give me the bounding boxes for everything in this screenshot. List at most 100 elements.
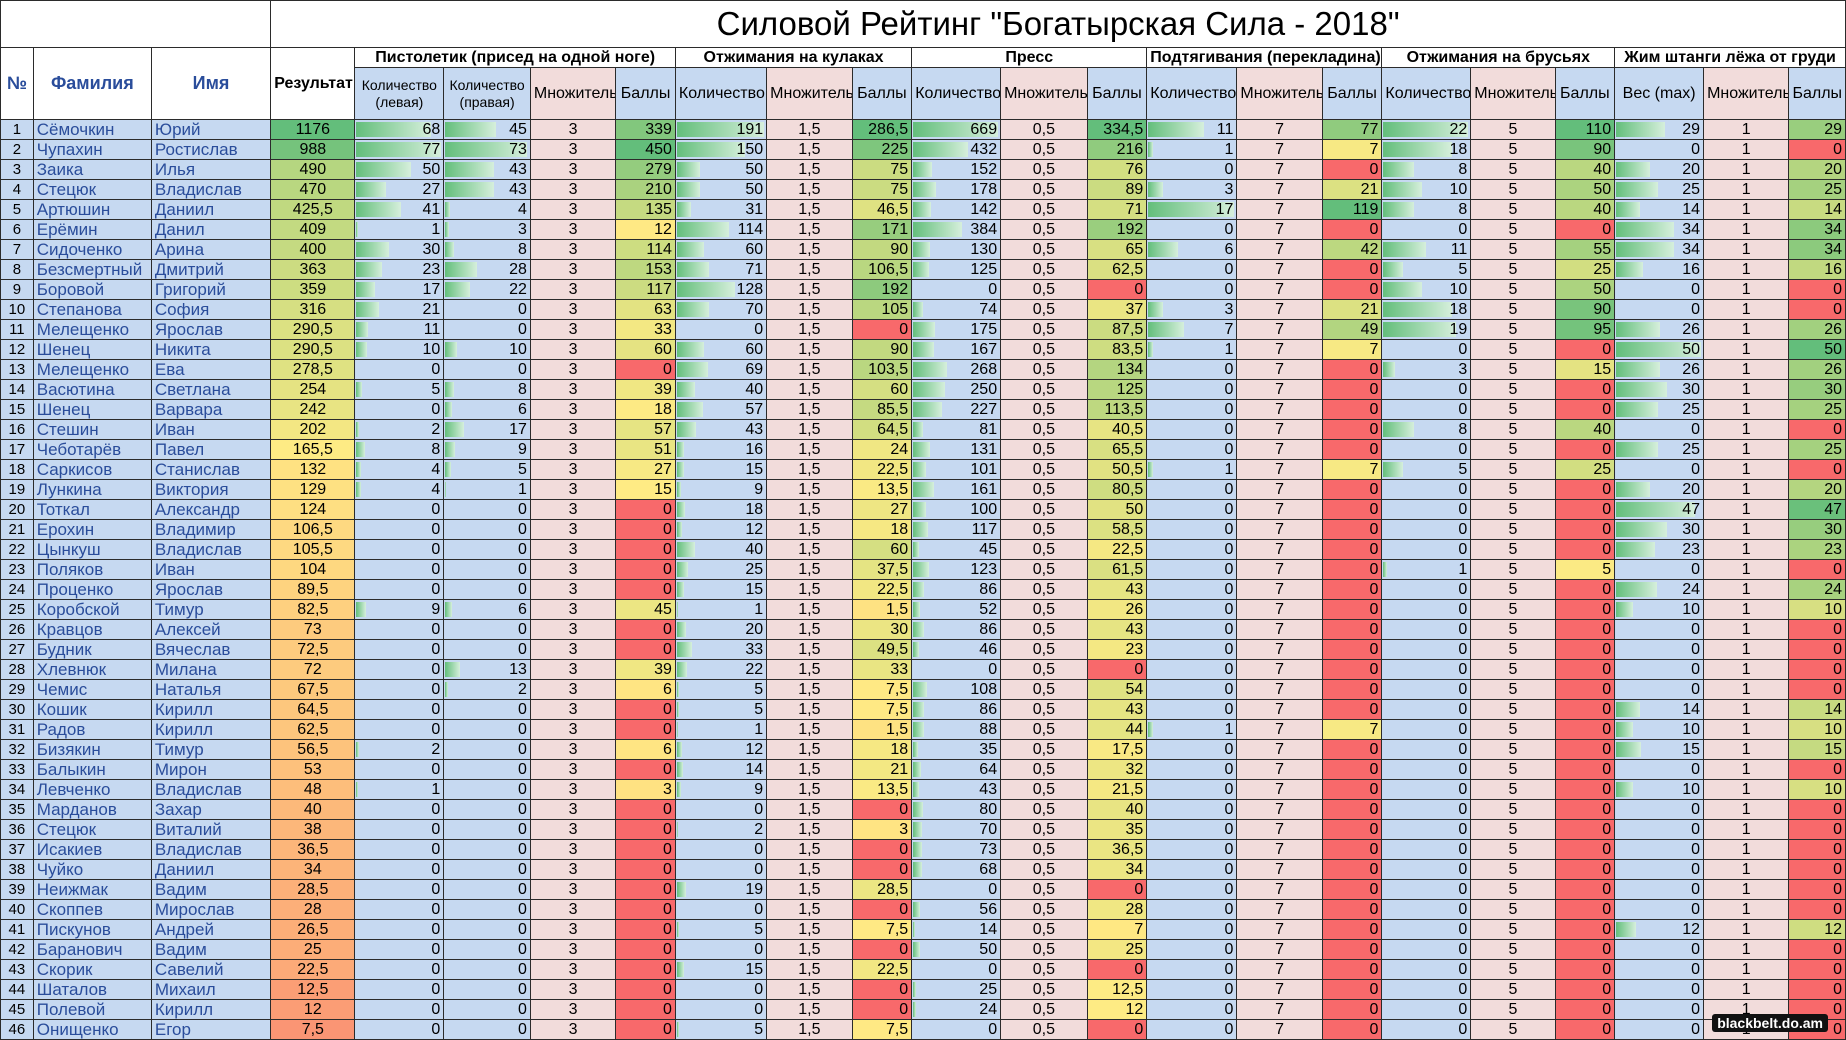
pullups-points: 7 — [1322, 720, 1382, 740]
cell-value: 40 — [745, 381, 766, 398]
cell-value: 0 — [518, 821, 530, 838]
dips-qty: 0 — [1382, 340, 1471, 360]
abs-multiplier: 0,5 — [1001, 500, 1088, 520]
pistol-points: 0 — [616, 720, 676, 740]
pistol-left-qty: 0 — [355, 880, 444, 900]
dips-multiplier: 5 — [1471, 880, 1555, 900]
dips-points: 40 — [1555, 200, 1615, 220]
pistol-multiplier: 3 — [530, 220, 615, 240]
dips-qty: 0 — [1382, 500, 1471, 520]
cell-value: 14 — [1682, 201, 1703, 218]
fist-pushups-multiplier: 1,5 — [767, 360, 852, 380]
fist-pushups-points: 30 — [852, 620, 912, 640]
data-bar — [1383, 262, 1402, 277]
cell-value: 18 — [1450, 301, 1471, 318]
data-bar — [913, 522, 928, 537]
pistol-right-qty: 22 — [444, 280, 531, 300]
pullups-qty: 0 — [1147, 520, 1237, 540]
data-bar — [1383, 462, 1402, 477]
fist-pushups-points: 24 — [852, 440, 912, 460]
pullups-multiplier: 7 — [1237, 1000, 1322, 1020]
data-bar — [913, 702, 924, 717]
dips-multiplier: 5 — [1471, 140, 1555, 160]
firstname-cell: Вадим — [151, 880, 270, 900]
pistol-points: 27 — [616, 460, 676, 480]
data-bar — [913, 742, 917, 757]
data-bar — [913, 182, 935, 197]
cell-value: 15 — [745, 581, 766, 598]
dips-points: 5 — [1555, 560, 1615, 580]
data-bar — [677, 702, 679, 717]
pistol-right-qty: 2 — [444, 680, 531, 700]
pistol-multiplier: 3 — [530, 500, 615, 520]
row-number: 42 — [1, 940, 34, 960]
cell-value: 0 — [1691, 301, 1703, 318]
fist-pushups-multiplier: 1,5 — [767, 760, 852, 780]
pistol-points: 12 — [616, 220, 676, 240]
cell-value: 60 — [745, 341, 766, 358]
pullups-multiplier: 7 — [1237, 900, 1322, 920]
cell-value: 25 — [745, 561, 766, 578]
bench-points: 50 — [1789, 340, 1846, 360]
dips-qty: 0 — [1382, 780, 1471, 800]
cell-value: 0 — [431, 401, 443, 418]
cell-value: 0 — [1224, 901, 1236, 918]
bench-weight: 0 — [1615, 280, 1704, 300]
dips-points: 0 — [1555, 580, 1615, 600]
pistol-left-qty: 0 — [355, 940, 444, 960]
bench-points: 0 — [1789, 620, 1846, 640]
result-cell: 82,5 — [271, 600, 355, 620]
cell-value: 0 — [1224, 801, 1236, 818]
cell-value: 0 — [1458, 961, 1470, 978]
cell-value: 2 — [431, 421, 443, 438]
dips-multiplier: 5 — [1471, 1020, 1555, 1040]
data-bar — [677, 782, 681, 797]
fist-pushups-qty: 1 — [675, 600, 766, 620]
cell-value: 43 — [509, 181, 530, 198]
cell-value: 9 — [518, 441, 530, 458]
dips-qty: 3 — [1382, 360, 1471, 380]
pullups-qty: 0 — [1147, 560, 1237, 580]
bench-multiplier: 1 — [1704, 880, 1789, 900]
pistol-multiplier: 3 — [530, 840, 615, 860]
pistol-right-qty: 0 — [444, 1000, 531, 1020]
bench-multiplier: 1 — [1704, 800, 1789, 820]
firstname-cell: Мирон — [151, 760, 270, 780]
pullups-points: 0 — [1322, 480, 1382, 500]
data-bar — [913, 902, 920, 917]
fist-pushups-points: 27 — [852, 500, 912, 520]
row-number: 12 — [1, 340, 34, 360]
fist-pushups-qty: 12 — [675, 520, 766, 540]
bench-points: 0 — [1789, 980, 1846, 1000]
fist-pushups-qty: 15 — [675, 460, 766, 480]
dips-qty: 0 — [1382, 920, 1471, 940]
result-cell: 56,5 — [271, 740, 355, 760]
data-bar — [445, 382, 454, 397]
fist-pushups-points: 286,5 — [852, 120, 912, 140]
result-cell: 62,5 — [271, 720, 355, 740]
dips-multiplier: 5 — [1471, 740, 1555, 760]
pullups-points: 0 — [1322, 220, 1382, 240]
abs-multiplier: 0,5 — [1001, 540, 1088, 560]
pistol-points: 114 — [616, 240, 676, 260]
fist-pushups-points: 22,5 — [852, 960, 912, 980]
cell-value: 432 — [970, 141, 1000, 158]
dips-points: 0 — [1555, 620, 1615, 640]
cell-value: 0 — [518, 841, 530, 858]
data-bar — [445, 282, 470, 297]
cell-value: 1 — [1458, 561, 1470, 578]
pistol-right-qty: 28 — [444, 260, 531, 280]
firstname-cell: Андрей — [151, 920, 270, 940]
row-number: 28 — [1, 660, 34, 680]
abs-points: 80,5 — [1087, 480, 1147, 500]
dips-multiplier: 5 — [1471, 440, 1555, 460]
pullups-qty: 0 — [1147, 500, 1237, 520]
cell-value: 0 — [1224, 481, 1236, 498]
cell-value: 3 — [1224, 181, 1236, 198]
data-bar — [677, 622, 686, 637]
pistol-left-qty: 0 — [355, 980, 444, 1000]
row-number: 14 — [1, 380, 34, 400]
result-cell: 316 — [271, 300, 355, 320]
cell-value: 24 — [979, 1001, 1000, 1018]
